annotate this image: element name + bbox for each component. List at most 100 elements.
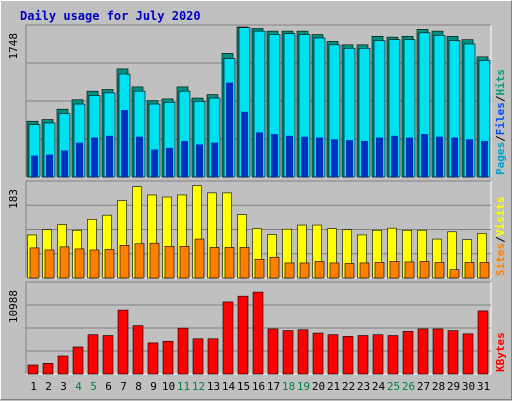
- y-max-label-bottom: 10988: [7, 290, 20, 323]
- bar-kbytes-day-12: [192, 338, 204, 375]
- bar-sites-day-11: [179, 246, 190, 279]
- bar-kbytes-day-17: [267, 328, 279, 375]
- bar-pages-day-2: [46, 154, 53, 177]
- bar-sites-day-19: [299, 262, 310, 279]
- bar-pages-day-8: [136, 136, 143, 177]
- x-tick-label-day-4: 4: [75, 380, 82, 393]
- bar-sites-day-6: [104, 249, 115, 279]
- x-tick-label-day-9: 9: [150, 380, 157, 393]
- bar-sites-day-7: [119, 244, 130, 279]
- bar-pages-day-5: [91, 137, 98, 177]
- bar-kbytes-day-4: [72, 346, 84, 375]
- bar-pages-day-25: [391, 135, 398, 177]
- bar-kbytes-day-5: [87, 334, 99, 375]
- bar-sites-day-8: [134, 243, 145, 279]
- legend-top: Pages/Files/Hits: [494, 69, 507, 175]
- bar-sites-day-31: [479, 262, 490, 279]
- bar-pages-day-3: [61, 150, 68, 177]
- bar-pages-day-6: [106, 135, 113, 177]
- x-tick-label-day-18: 18: [282, 380, 295, 393]
- bar-pages-day-7: [121, 110, 128, 177]
- x-tick-label-day-19: 19: [297, 380, 310, 393]
- bar-kbytes-day-7: [117, 309, 129, 375]
- x-tick-label-day-10: 10: [162, 380, 175, 393]
- bar-pages-day-30: [466, 139, 473, 177]
- x-tick-label-day-13: 13: [207, 380, 220, 393]
- bar-sites-day-28: [434, 262, 445, 279]
- bar-kbytes-day-22: [342, 336, 354, 375]
- bar-sites-day-29: [449, 269, 460, 279]
- bar-kbytes-day-9: [147, 342, 159, 375]
- x-tick-label-day-7: 7: [120, 380, 127, 393]
- legend-entry: Files: [494, 102, 507, 135]
- bar-pages-day-15: [241, 111, 248, 177]
- x-tick-label-day-17: 17: [267, 380, 280, 393]
- bar-sites-day-22: [344, 263, 355, 279]
- x-tick-label-day-2: 2: [45, 380, 52, 393]
- bar-sites-day-16: [254, 259, 265, 279]
- bar-kbytes-day-2: [42, 363, 54, 375]
- bar-kbytes-day-25: [387, 335, 399, 375]
- y-max-label-top: 1748: [7, 33, 20, 60]
- x-tick-label-day-26: 26: [402, 380, 415, 393]
- x-tick-label-day-5: 5: [90, 380, 97, 393]
- bar-sites-day-5: [89, 249, 100, 279]
- bar-pages-day-20: [316, 137, 323, 177]
- bar-pages-day-22: [346, 140, 353, 177]
- bar-kbytes-day-10: [162, 340, 174, 375]
- bar-sites-day-24: [374, 262, 385, 279]
- bar-kbytes-day-1: [27, 364, 39, 375]
- bar-sites-day-4: [74, 248, 85, 279]
- y-max-label-middle: 183: [7, 189, 20, 209]
- bar-kbytes-day-6: [102, 335, 114, 375]
- x-tick-label-day-30: 30: [462, 380, 475, 393]
- bar-pages-day-4: [76, 142, 83, 177]
- legend-entry: /: [494, 95, 507, 102]
- bar-pages-day-23: [361, 140, 368, 177]
- bar-sites-day-20: [314, 261, 325, 279]
- legend-entry: Hits: [494, 69, 507, 96]
- bar-pages-day-17: [271, 134, 278, 177]
- bar-kbytes-day-15: [237, 295, 249, 375]
- bar-kbytes-day-27: [417, 328, 429, 375]
- x-tick-label-day-22: 22: [342, 380, 355, 393]
- x-tick-label-day-27: 27: [417, 380, 430, 393]
- x-tick-label-day-15: 15: [237, 380, 250, 393]
- bar-pages-day-1: [31, 155, 38, 177]
- bar-pages-day-10: [166, 147, 173, 177]
- bar-sites-day-17: [269, 256, 280, 279]
- bar-kbytes-day-19: [297, 329, 309, 375]
- x-tick-label-day-16: 16: [252, 380, 265, 393]
- bar-kbytes-day-21: [327, 334, 339, 375]
- bar-pages-day-26: [406, 137, 413, 177]
- bar-sites-day-23: [359, 262, 370, 279]
- bar-kbytes-day-31: [477, 310, 489, 375]
- bar-kbytes-day-8: [132, 325, 144, 375]
- legend-bottom: KBytes: [494, 332, 507, 372]
- bar-sites-day-3: [59, 246, 70, 279]
- legend-entry: KBytes: [494, 332, 507, 372]
- legend-middle: Sites/Visits: [494, 197, 507, 277]
- x-tick-label-day-25: 25: [387, 380, 400, 393]
- x-tick-label-day-3: 3: [60, 380, 67, 393]
- bar-pages-day-21: [331, 139, 338, 177]
- legend-entry: /: [494, 135, 507, 142]
- bar-kbytes-day-23: [357, 335, 369, 375]
- bar-kbytes-day-20: [312, 332, 324, 375]
- bar-pages-day-27: [421, 134, 428, 177]
- bar-pages-day-16: [256, 132, 263, 177]
- bar-pages-day-9: [151, 149, 158, 177]
- bar-sites-day-1: [29, 247, 40, 279]
- x-tick-label-day-28: 28: [432, 380, 445, 393]
- bar-sites-day-30: [464, 262, 475, 279]
- bar-sites-day-13: [209, 247, 220, 279]
- bar-pages-day-24: [376, 137, 383, 177]
- bar-sites-day-2: [44, 249, 55, 279]
- bar-pages-day-28: [436, 136, 443, 177]
- bar-kbytes-day-29: [447, 330, 459, 375]
- legend-entry: Sites: [494, 243, 507, 276]
- bar-sites-day-27: [419, 261, 430, 279]
- bar-sites-day-15: [239, 247, 250, 279]
- bar-kbytes-day-16: [252, 291, 264, 375]
